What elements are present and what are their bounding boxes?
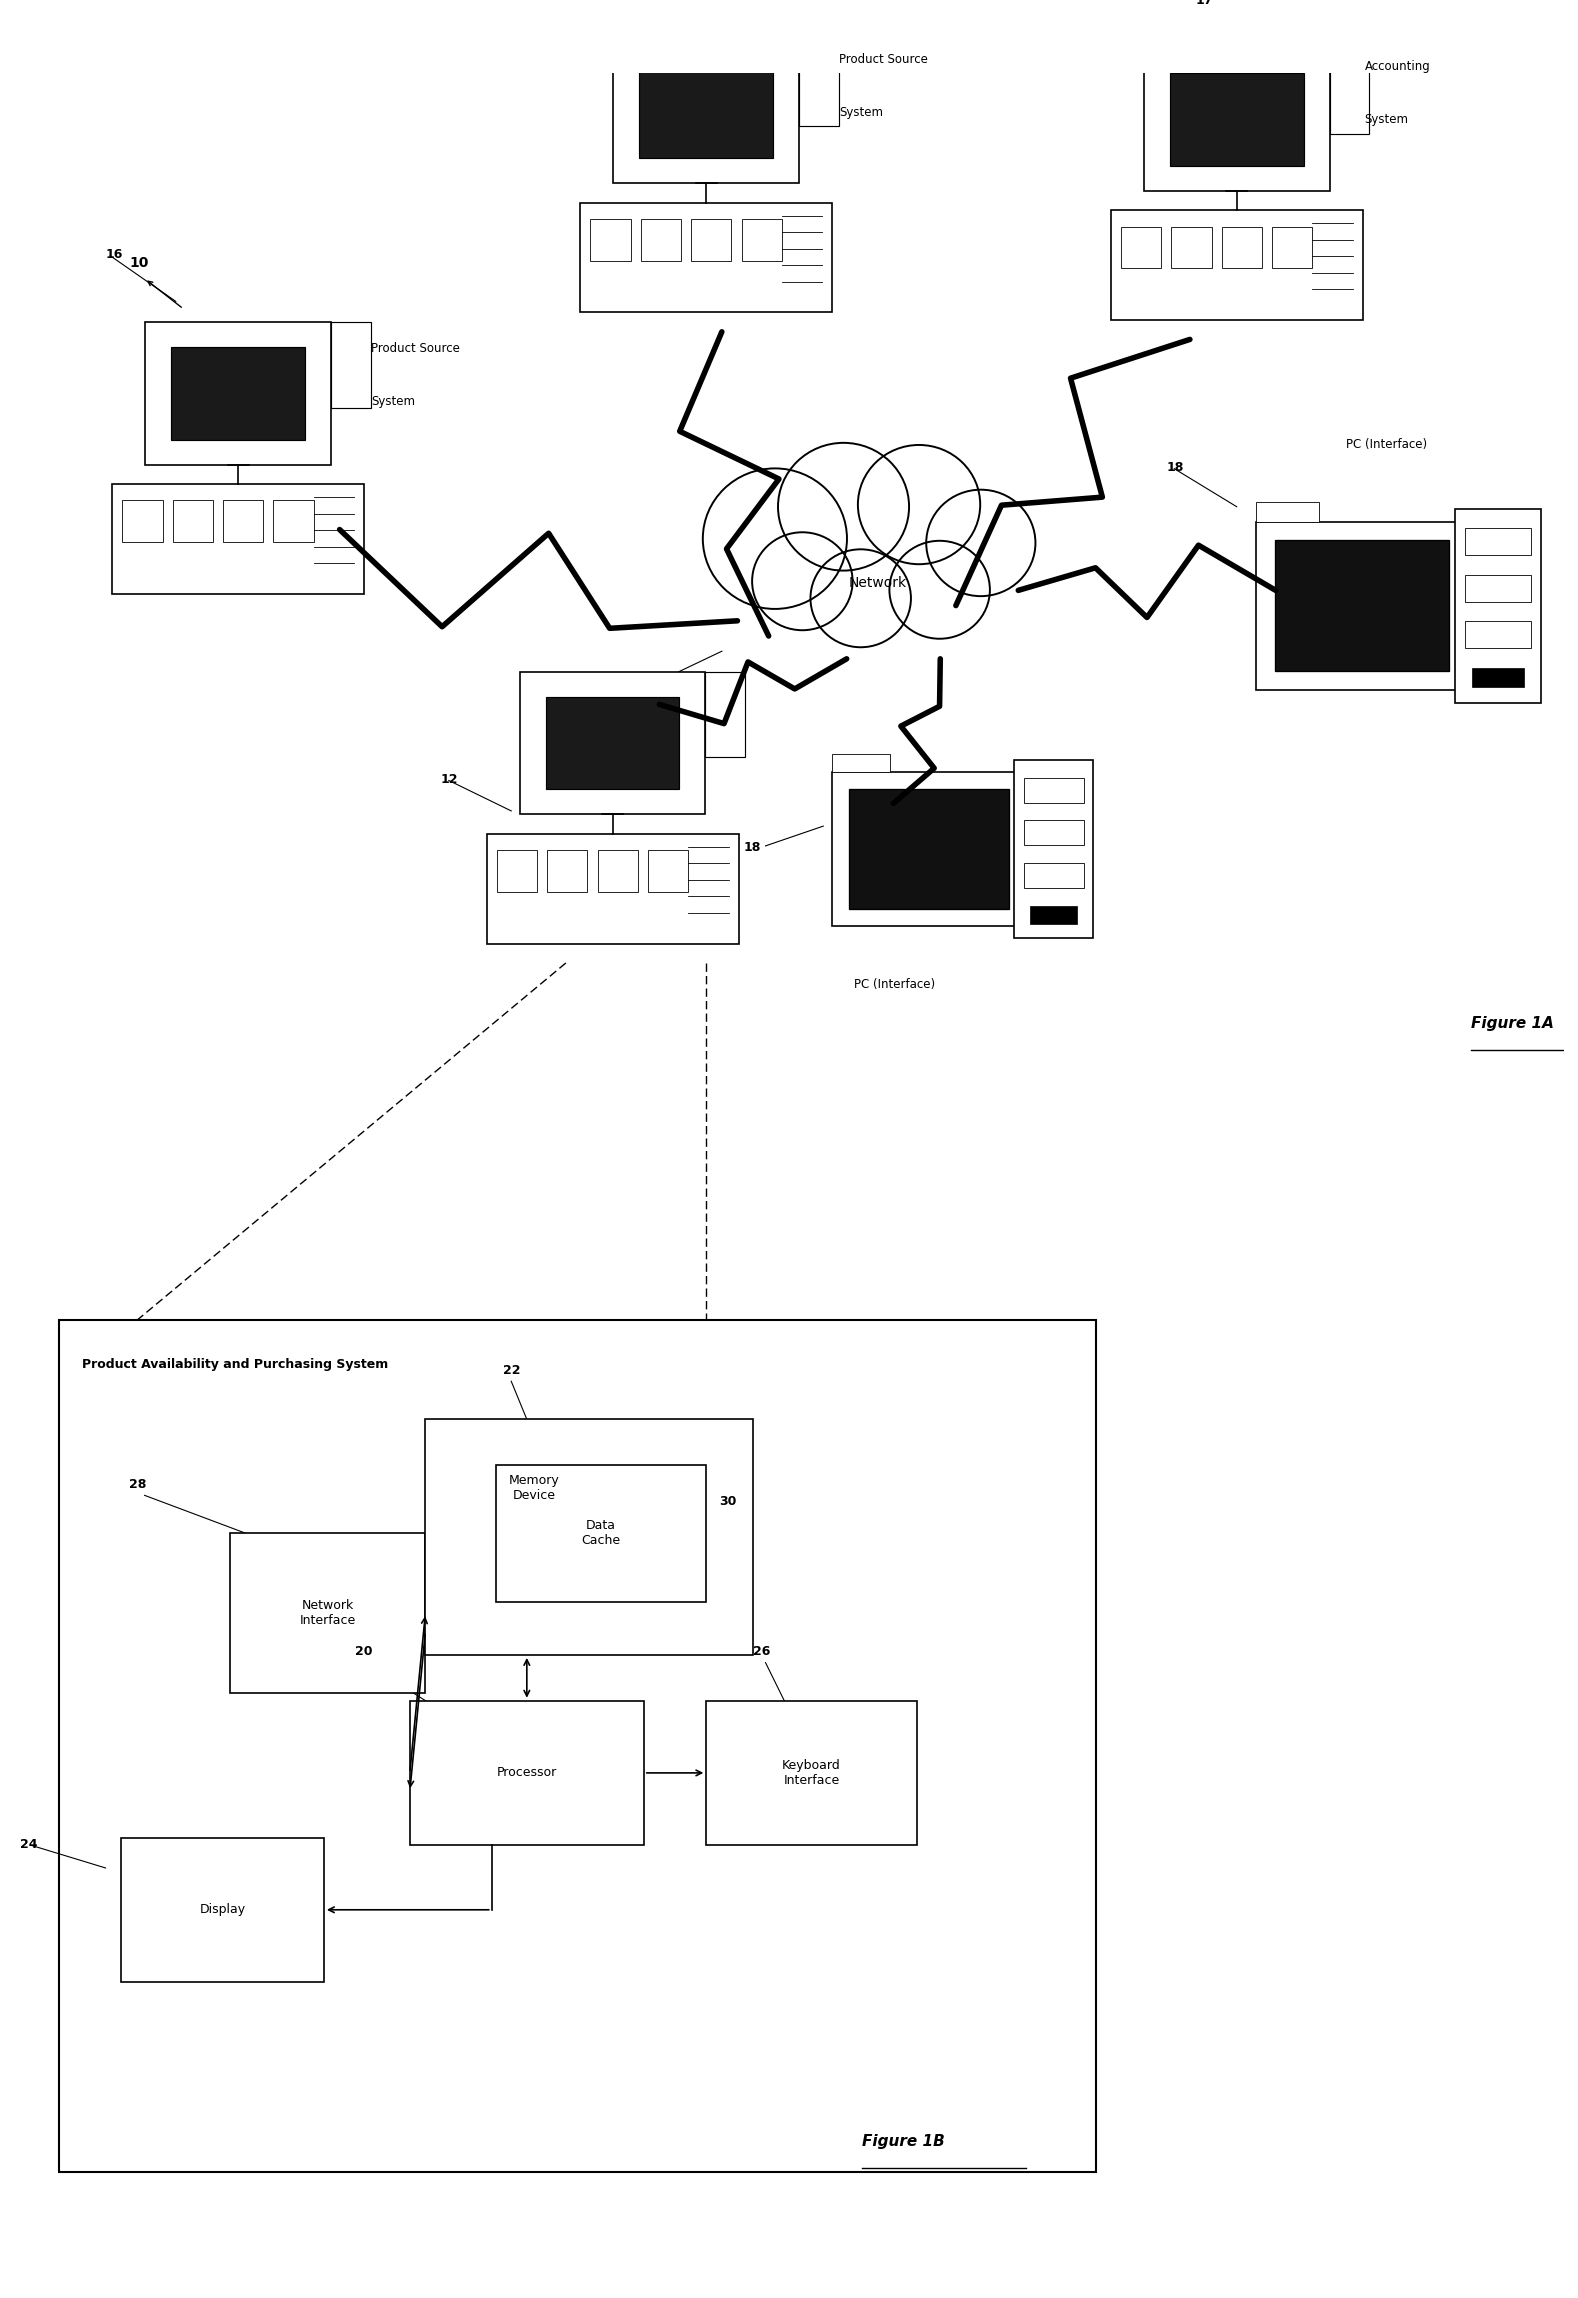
FancyBboxPatch shape [331, 322, 371, 407]
FancyBboxPatch shape [832, 772, 1026, 926]
FancyBboxPatch shape [58, 1321, 1097, 2172]
FancyBboxPatch shape [548, 850, 587, 892]
FancyBboxPatch shape [707, 1701, 917, 1845]
FancyBboxPatch shape [1024, 820, 1084, 846]
Circle shape [811, 549, 911, 648]
Text: Memory
Device: Memory Device [510, 1473, 560, 1501]
Text: 22: 22 [503, 1363, 521, 1377]
FancyBboxPatch shape [410, 1701, 644, 1845]
FancyBboxPatch shape [691, 218, 732, 260]
Text: 14: 14 [644, 689, 661, 703]
FancyBboxPatch shape [1169, 74, 1303, 165]
Text: Product Source: Product Source [839, 53, 928, 67]
Text: System: System [371, 395, 415, 407]
Text: Data
Cache: Data Cache [581, 1519, 620, 1547]
FancyBboxPatch shape [426, 1420, 753, 1655]
FancyBboxPatch shape [1171, 228, 1212, 269]
Circle shape [890, 540, 989, 639]
FancyBboxPatch shape [849, 788, 1008, 910]
FancyBboxPatch shape [705, 671, 745, 758]
FancyBboxPatch shape [230, 1533, 426, 1694]
Text: 30: 30 [718, 1496, 735, 1507]
FancyBboxPatch shape [1111, 209, 1363, 319]
FancyBboxPatch shape [614, 41, 798, 184]
Text: 10: 10 [129, 255, 148, 269]
FancyBboxPatch shape [798, 41, 839, 126]
Circle shape [778, 444, 909, 570]
FancyBboxPatch shape [1464, 620, 1531, 648]
FancyBboxPatch shape [497, 850, 537, 892]
FancyBboxPatch shape [598, 850, 638, 892]
Text: 26: 26 [753, 1645, 770, 1659]
Text: 18: 18 [743, 841, 761, 855]
FancyBboxPatch shape [495, 1464, 707, 1602]
Circle shape [858, 446, 980, 565]
Text: 12: 12 [440, 772, 459, 786]
Text: PC (Interface): PC (Interface) [1346, 439, 1427, 450]
FancyBboxPatch shape [1221, 228, 1262, 269]
Text: Accounting: Accounting [1365, 60, 1430, 74]
Text: Network
Interface: Network Interface [300, 1599, 357, 1627]
FancyBboxPatch shape [1464, 529, 1531, 556]
Text: Display: Display [199, 1903, 246, 1917]
FancyBboxPatch shape [1030, 905, 1078, 924]
FancyBboxPatch shape [581, 202, 832, 313]
Circle shape [702, 469, 847, 609]
Text: 20: 20 [355, 1645, 372, 1659]
FancyBboxPatch shape [641, 218, 682, 260]
Text: Processor: Processor [497, 1767, 557, 1779]
Text: Figure 1A: Figure 1A [1471, 1016, 1554, 1032]
Text: 16: 16 [106, 248, 123, 262]
Text: Product Source: Product Source [371, 342, 459, 354]
FancyBboxPatch shape [519, 671, 705, 813]
Text: PC (Interface): PC (Interface) [854, 979, 936, 990]
Text: 28: 28 [129, 1478, 147, 1491]
FancyBboxPatch shape [742, 218, 781, 260]
FancyBboxPatch shape [122, 1838, 323, 1983]
FancyBboxPatch shape [1455, 508, 1542, 703]
FancyBboxPatch shape [172, 347, 305, 439]
FancyBboxPatch shape [1015, 761, 1094, 938]
FancyBboxPatch shape [639, 67, 773, 159]
FancyBboxPatch shape [1120, 228, 1161, 269]
Text: Network: Network [849, 577, 907, 591]
FancyBboxPatch shape [112, 485, 365, 593]
Text: Product Availability and Purchasing System: Product Availability and Purchasing Syst… [82, 1358, 388, 1372]
FancyBboxPatch shape [1256, 503, 1319, 522]
Text: System: System [839, 106, 882, 119]
FancyBboxPatch shape [649, 850, 688, 892]
FancyBboxPatch shape [1024, 777, 1084, 802]
Text: System: System [1365, 113, 1409, 126]
FancyBboxPatch shape [172, 501, 213, 542]
FancyBboxPatch shape [1144, 48, 1330, 191]
FancyBboxPatch shape [1275, 540, 1449, 671]
Circle shape [926, 489, 1035, 595]
FancyBboxPatch shape [1024, 864, 1084, 887]
FancyBboxPatch shape [1256, 522, 1468, 689]
FancyBboxPatch shape [1472, 669, 1524, 687]
FancyBboxPatch shape [1272, 228, 1313, 269]
FancyBboxPatch shape [1464, 574, 1531, 602]
FancyBboxPatch shape [273, 501, 314, 542]
FancyBboxPatch shape [486, 834, 739, 944]
FancyBboxPatch shape [1330, 48, 1370, 133]
FancyBboxPatch shape [122, 501, 163, 542]
Text: Keyboard
Interface: Keyboard Interface [783, 1758, 841, 1788]
FancyBboxPatch shape [832, 754, 890, 772]
Text: Figure 1B: Figure 1B [862, 2135, 945, 2149]
FancyBboxPatch shape [145, 322, 331, 464]
Text: 18: 18 [1166, 462, 1184, 473]
Text: 17: 17 [1196, 0, 1213, 7]
Text: 24: 24 [21, 1838, 38, 1850]
FancyBboxPatch shape [222, 501, 264, 542]
FancyBboxPatch shape [590, 218, 631, 260]
Circle shape [753, 533, 852, 630]
FancyBboxPatch shape [546, 696, 680, 791]
